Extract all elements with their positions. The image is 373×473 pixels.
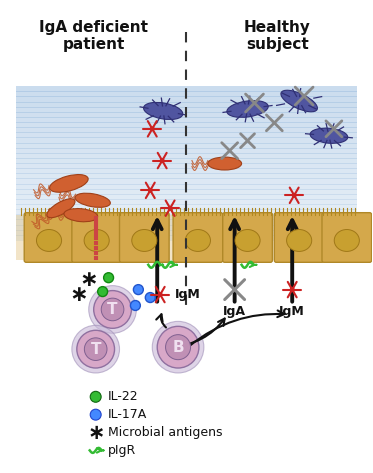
Text: B: B — [172, 340, 184, 355]
Bar — [16, 86, 357, 92]
Bar — [16, 215, 357, 260]
FancyBboxPatch shape — [119, 213, 169, 263]
Bar — [16, 127, 357, 133]
Circle shape — [148, 188, 153, 193]
Bar — [16, 163, 357, 169]
Circle shape — [134, 285, 143, 295]
Circle shape — [152, 321, 204, 373]
Bar — [16, 178, 357, 184]
Circle shape — [104, 273, 113, 283]
Bar — [16, 148, 357, 154]
Text: Healthy
subject: Healthy subject — [244, 19, 311, 52]
Text: ∗: ∗ — [69, 285, 88, 305]
Bar — [16, 158, 357, 164]
Text: IgM: IgM — [175, 288, 201, 301]
Ellipse shape — [227, 101, 268, 117]
Text: IgA deficient
patient: IgA deficient patient — [39, 19, 148, 52]
Circle shape — [77, 330, 115, 368]
Bar — [16, 225, 357, 231]
Bar — [16, 230, 357, 236]
Bar — [16, 96, 357, 103]
Bar — [16, 91, 357, 97]
Text: ∗: ∗ — [79, 270, 98, 289]
Circle shape — [157, 326, 199, 368]
FancyBboxPatch shape — [173, 213, 223, 263]
Ellipse shape — [310, 128, 348, 143]
FancyBboxPatch shape — [24, 213, 74, 263]
Bar — [16, 194, 357, 200]
Circle shape — [290, 287, 295, 292]
Circle shape — [292, 193, 297, 198]
Circle shape — [98, 287, 107, 297]
Circle shape — [166, 335, 191, 359]
Ellipse shape — [47, 199, 75, 218]
Bar — [16, 199, 357, 205]
Ellipse shape — [37, 229, 62, 252]
Text: IgA: IgA — [223, 306, 246, 318]
Ellipse shape — [132, 229, 157, 252]
Circle shape — [101, 298, 124, 321]
Bar — [16, 219, 357, 226]
Circle shape — [131, 300, 140, 310]
Bar — [16, 102, 357, 108]
Text: IgM: IgM — [279, 306, 305, 318]
Circle shape — [90, 409, 101, 420]
Text: IL-22: IL-22 — [107, 390, 138, 403]
Bar — [16, 138, 357, 143]
Circle shape — [90, 391, 101, 402]
Circle shape — [72, 325, 119, 373]
FancyBboxPatch shape — [72, 213, 122, 263]
Circle shape — [160, 158, 164, 163]
Ellipse shape — [281, 90, 317, 112]
Ellipse shape — [75, 193, 110, 207]
Bar — [16, 106, 357, 113]
Circle shape — [145, 293, 155, 303]
Ellipse shape — [144, 102, 183, 120]
Bar — [16, 209, 357, 215]
Text: T: T — [107, 302, 118, 317]
Bar — [16, 142, 357, 149]
Bar — [16, 184, 357, 190]
Bar — [16, 122, 357, 128]
Ellipse shape — [64, 209, 98, 222]
Bar — [16, 112, 357, 118]
Circle shape — [158, 292, 163, 297]
Ellipse shape — [84, 229, 109, 252]
Bar — [16, 153, 357, 159]
Ellipse shape — [185, 229, 210, 252]
Text: IL-17A: IL-17A — [107, 408, 147, 421]
Bar — [16, 235, 357, 241]
Text: T: T — [90, 342, 101, 357]
FancyBboxPatch shape — [223, 213, 272, 263]
Bar — [16, 189, 357, 195]
Bar — [16, 204, 357, 210]
Ellipse shape — [334, 229, 359, 252]
Text: ∗: ∗ — [88, 422, 106, 443]
Bar — [16, 214, 357, 220]
Bar — [16, 168, 357, 174]
Circle shape — [94, 290, 131, 328]
Ellipse shape — [208, 157, 242, 170]
FancyBboxPatch shape — [322, 213, 372, 263]
Ellipse shape — [286, 229, 312, 252]
Circle shape — [84, 338, 107, 360]
Ellipse shape — [235, 229, 260, 252]
Circle shape — [89, 286, 137, 333]
FancyBboxPatch shape — [274, 213, 324, 263]
Bar — [16, 173, 357, 179]
Ellipse shape — [50, 175, 88, 192]
Bar — [16, 132, 357, 139]
Bar — [16, 117, 357, 123]
Circle shape — [150, 126, 155, 131]
Circle shape — [167, 206, 173, 210]
Text: Microbial antigens: Microbial antigens — [107, 426, 222, 439]
Text: pIgR: pIgR — [107, 444, 136, 457]
